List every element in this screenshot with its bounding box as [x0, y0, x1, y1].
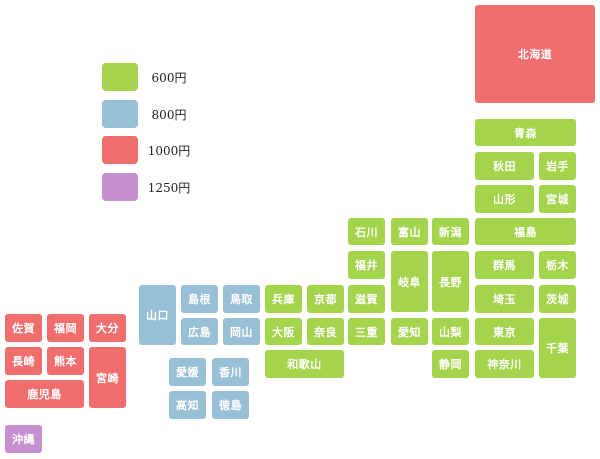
pref-yamaguchi[interactable]: 山口 [139, 285, 176, 345]
pref-kyoto[interactable]: 京都 [307, 285, 344, 313]
pref-toyama[interactable]: 富山 [391, 218, 428, 245]
legend-swatch-1000 [102, 136, 138, 164]
pref-okinawa[interactable]: 沖縄 [5, 425, 42, 453]
pref-gifu[interactable]: 岐阜 [391, 251, 428, 312]
pref-kochi[interactable]: 高知 [169, 391, 206, 419]
pref-fukuoka[interactable]: 福岡 [47, 314, 84, 342]
pref-osaka[interactable]: 大阪 [265, 318, 302, 345]
pref-tottori[interactable]: 鳥取 [223, 285, 260, 313]
pref-aichi[interactable]: 愛知 [391, 318, 428, 345]
pref-iwate[interactable]: 岩手 [539, 152, 576, 180]
pref-chiba[interactable]: 千葉 [539, 318, 576, 378]
legend-swatch-1250 [102, 173, 138, 201]
pref-tokushima[interactable]: 徳島 [212, 391, 249, 419]
pref-hyogo[interactable]: 兵庫 [265, 285, 302, 313]
pref-gunma[interactable]: 群馬 [475, 251, 534, 279]
pref-akita[interactable]: 秋田 [475, 152, 534, 180]
pref-hokkaido[interactable]: 北海道 [475, 5, 595, 103]
pref-tokyo[interactable]: 東京 [475, 318, 534, 345]
pref-nagasaki[interactable]: 長崎 [5, 347, 42, 375]
legend-label-600: 600円 [151, 70, 187, 85]
pref-yamanashi[interactable]: 山梨 [432, 318, 469, 345]
pref-fukushima[interactable]: 福島 [475, 218, 576, 245]
pref-okayama[interactable]: 岡山 [223, 318, 260, 345]
pref-aomori[interactable]: 青森 [475, 119, 576, 146]
pref-fukui[interactable]: 福井 [348, 251, 385, 279]
pref-kumamoto[interactable]: 熊本 [47, 347, 84, 375]
pref-ehime[interactable]: 愛媛 [169, 358, 206, 386]
pref-nagano[interactable]: 長野 [432, 251, 469, 312]
pref-hiroshima[interactable]: 広島 [181, 318, 218, 345]
pref-shizuoka[interactable]: 静岡 [432, 350, 469, 378]
pref-saitama[interactable]: 埼玉 [475, 285, 534, 313]
pref-yamagata[interactable]: 山形 [475, 185, 534, 213]
pref-kanagawa[interactable]: 神奈川 [475, 350, 534, 378]
pref-ibaraki[interactable]: 茨城 [539, 285, 576, 313]
pref-nara[interactable]: 奈良 [307, 318, 344, 345]
pref-miyagi[interactable]: 宮城 [539, 185, 576, 213]
pref-shiga[interactable]: 滋賀 [348, 285, 385, 313]
pref-oita[interactable]: 大分 [89, 314, 126, 342]
pref-kagoshima[interactable]: 鹿児島 [5, 380, 84, 408]
legend-label-1000: 1000円 [147, 143, 191, 158]
pref-kagawa[interactable]: 香川 [212, 358, 249, 386]
legend-swatch-600 [102, 63, 138, 91]
pref-shimane[interactable]: 島根 [181, 285, 218, 313]
pref-saga[interactable]: 佐賀 [5, 314, 42, 342]
pref-tochigi[interactable]: 栃木 [539, 251, 576, 279]
pref-miyazaki[interactable]: 宮崎 [89, 347, 126, 408]
legend-swatch-800 [102, 100, 138, 128]
pref-wakayama[interactable]: 和歌山 [265, 350, 344, 378]
legend-label-1250: 1250円 [147, 180, 191, 195]
pref-niigata[interactable]: 新潟 [432, 218, 469, 245]
pref-ishikawa[interactable]: 石川 [348, 218, 385, 245]
pref-mie[interactable]: 三重 [348, 318, 385, 345]
legend-label-800: 800円 [151, 107, 187, 122]
